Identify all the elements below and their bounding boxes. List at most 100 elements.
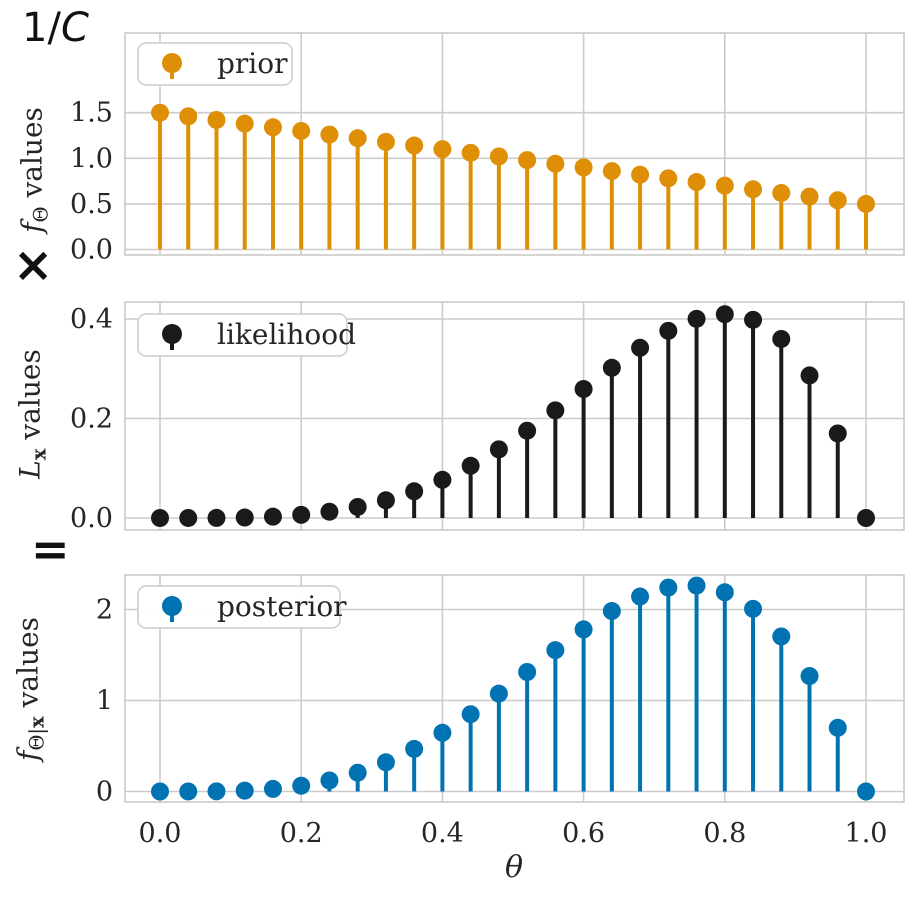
legend-likelihood: likelihood xyxy=(137,313,356,357)
stem-marker xyxy=(235,508,254,527)
stem-marker xyxy=(292,121,311,140)
stem-marker xyxy=(151,782,169,801)
stem-marker xyxy=(207,508,226,527)
stem-marker xyxy=(715,583,734,602)
normalizer-annotation: 1/C xyxy=(22,5,89,51)
legend-frame xyxy=(137,313,348,357)
panel-prior: 0.0 0.5 1.0 1.5 prior xyxy=(70,32,905,266)
stem-marker xyxy=(602,162,621,181)
x-tick-label: 0.8 xyxy=(703,818,746,849)
x-tick-label: 1.0 xyxy=(845,818,888,849)
stem-marker xyxy=(828,718,847,737)
stem-marker xyxy=(433,140,452,159)
legend-frame xyxy=(137,585,341,629)
stem-marker xyxy=(772,329,791,348)
stem-marker xyxy=(602,602,621,621)
stem-marker xyxy=(348,129,367,148)
stem-marker xyxy=(574,620,593,639)
y-axis-label-prior: fΘ values xyxy=(15,107,53,233)
stem-marker xyxy=(292,776,311,795)
stem-marker xyxy=(800,187,819,206)
stem-marker xyxy=(263,118,282,137)
y-tick-label: 1 xyxy=(96,686,113,717)
stem-marker xyxy=(405,482,424,501)
stem-marker xyxy=(857,509,875,527)
y-tick-label: 1.0 xyxy=(70,143,113,174)
equals-operator: = xyxy=(31,522,70,576)
stem-marker xyxy=(800,366,819,385)
legend-label: likelihood xyxy=(217,318,356,351)
stem-marker xyxy=(489,440,508,459)
stem-marker xyxy=(659,578,678,597)
stem-marker xyxy=(602,358,621,377)
stem-marker xyxy=(687,309,706,328)
stem-marker xyxy=(744,599,763,618)
stem-marker xyxy=(828,191,847,210)
stem-marker xyxy=(292,505,311,524)
legend-label: prior xyxy=(217,47,288,80)
stem-marker xyxy=(687,173,706,192)
stem-marker xyxy=(546,154,565,173)
x-tick-label: 0.4 xyxy=(421,818,464,849)
stem-marker xyxy=(857,194,875,213)
stem-marker xyxy=(659,321,678,340)
stem-marker xyxy=(376,132,395,151)
stem-marker xyxy=(320,125,339,144)
stem-marker xyxy=(433,723,452,742)
x-tick-label: 0.6 xyxy=(562,818,605,849)
stem-marker xyxy=(461,143,480,162)
panel-posterior: 0 1 2 posterior xyxy=(96,574,905,808)
stem-marker xyxy=(235,781,254,800)
legend-marker-icon xyxy=(162,324,182,344)
stem-marker xyxy=(376,491,395,510)
stem-marker xyxy=(715,305,734,324)
legend-label: posterior xyxy=(217,590,347,623)
stem-marker xyxy=(263,779,282,798)
stem-marker xyxy=(179,782,198,801)
stem-marker xyxy=(518,151,537,170)
stem-marker xyxy=(263,507,282,526)
stem-marker xyxy=(179,508,198,527)
prior-stems xyxy=(151,103,875,250)
y-axis-label-likelihood: Lx values xyxy=(13,349,51,479)
stem-marker xyxy=(405,739,424,758)
times-operator: × xyxy=(13,237,54,293)
stem-marker xyxy=(518,662,537,681)
stem-marker xyxy=(828,424,847,443)
stem-marker xyxy=(574,158,593,177)
stem-marker xyxy=(489,147,508,166)
legend-marker-icon xyxy=(162,53,182,73)
legend-marker-icon xyxy=(162,596,182,616)
stem-marker xyxy=(574,380,593,399)
stem-marker xyxy=(405,136,424,155)
x-tick-label: 0.0 xyxy=(139,818,182,849)
legend-posterior: posterior xyxy=(137,585,347,629)
stem-marker xyxy=(772,627,791,646)
stem-marker xyxy=(631,165,650,184)
stem-marker xyxy=(631,338,650,357)
y-tick-label: 0.0 xyxy=(70,503,113,534)
stem-marker xyxy=(151,509,169,527)
stem-marker xyxy=(857,782,875,801)
stem-marker xyxy=(744,310,763,329)
axes-spine xyxy=(124,574,905,803)
stem-marker xyxy=(800,667,819,686)
x-axis-label: θ xyxy=(504,850,524,885)
stem-marker xyxy=(744,180,763,199)
posterior-stems xyxy=(151,576,875,801)
y-tick-label: 0.2 xyxy=(70,404,113,435)
stem-marker xyxy=(348,497,367,516)
stem-marker xyxy=(546,401,565,420)
y-tick-label: 2 xyxy=(96,595,113,626)
axes-spine xyxy=(124,32,905,256)
y-tick-label: 0.0 xyxy=(70,235,113,266)
stem-marker xyxy=(433,470,452,489)
stem-marker xyxy=(376,753,395,772)
x-tick-label: 0.2 xyxy=(280,818,323,849)
y-tick-label: 0.5 xyxy=(70,189,113,220)
stem-marker xyxy=(546,641,565,660)
stem-marker xyxy=(151,103,169,122)
y-tick-label: 1.5 xyxy=(70,98,113,129)
